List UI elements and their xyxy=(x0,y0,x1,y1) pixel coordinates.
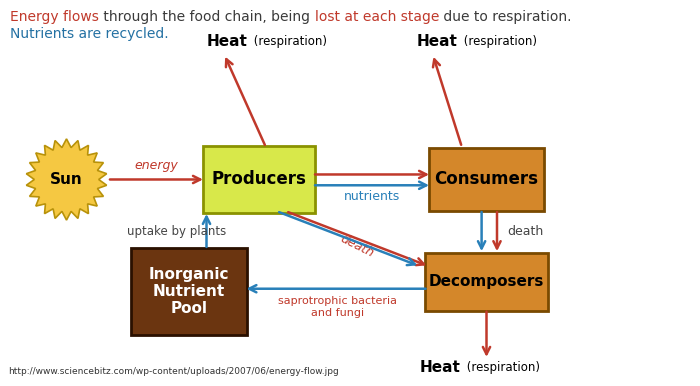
Text: death: death xyxy=(507,225,543,238)
Text: Producers: Producers xyxy=(211,171,307,188)
FancyBboxPatch shape xyxy=(203,146,315,213)
Text: Consumers: Consumers xyxy=(435,171,538,188)
Text: due to respiration.: due to respiration. xyxy=(439,10,572,24)
Text: Heat: Heat xyxy=(416,34,457,49)
FancyBboxPatch shape xyxy=(425,253,547,311)
Text: Decomposers: Decomposers xyxy=(429,274,544,289)
Text: (respiration): (respiration) xyxy=(463,361,540,374)
Text: lost at each stage: lost at each stage xyxy=(315,10,439,24)
Text: Heat: Heat xyxy=(420,360,461,375)
Text: uptake by plants: uptake by plants xyxy=(127,225,227,238)
Text: Energy flows: Energy flows xyxy=(10,10,99,24)
FancyBboxPatch shape xyxy=(132,248,247,335)
Text: Inorganic
Nutrient
Pool: Inorganic Nutrient Pool xyxy=(148,266,230,317)
Text: Sun: Sun xyxy=(50,172,83,187)
Text: (respiration): (respiration) xyxy=(460,35,537,48)
FancyBboxPatch shape xyxy=(428,147,545,212)
Text: nutrients: nutrients xyxy=(344,190,400,203)
Text: Heat: Heat xyxy=(206,34,247,49)
Text: death: death xyxy=(338,232,376,259)
Text: (respiration): (respiration) xyxy=(250,35,327,48)
Text: energy: energy xyxy=(134,159,178,172)
Text: through the food chain, being: through the food chain, being xyxy=(99,10,315,24)
Polygon shape xyxy=(27,139,106,220)
Text: Nutrients are recycled.: Nutrients are recycled. xyxy=(10,27,169,41)
Text: http://www.sciencebitz.com/wp-content/uploads/2007/06/energy-flow.jpg: http://www.sciencebitz.com/wp-content/up… xyxy=(8,367,339,376)
Text: saprotrophic bacteria
and fungi: saprotrophic bacteria and fungi xyxy=(278,296,397,318)
